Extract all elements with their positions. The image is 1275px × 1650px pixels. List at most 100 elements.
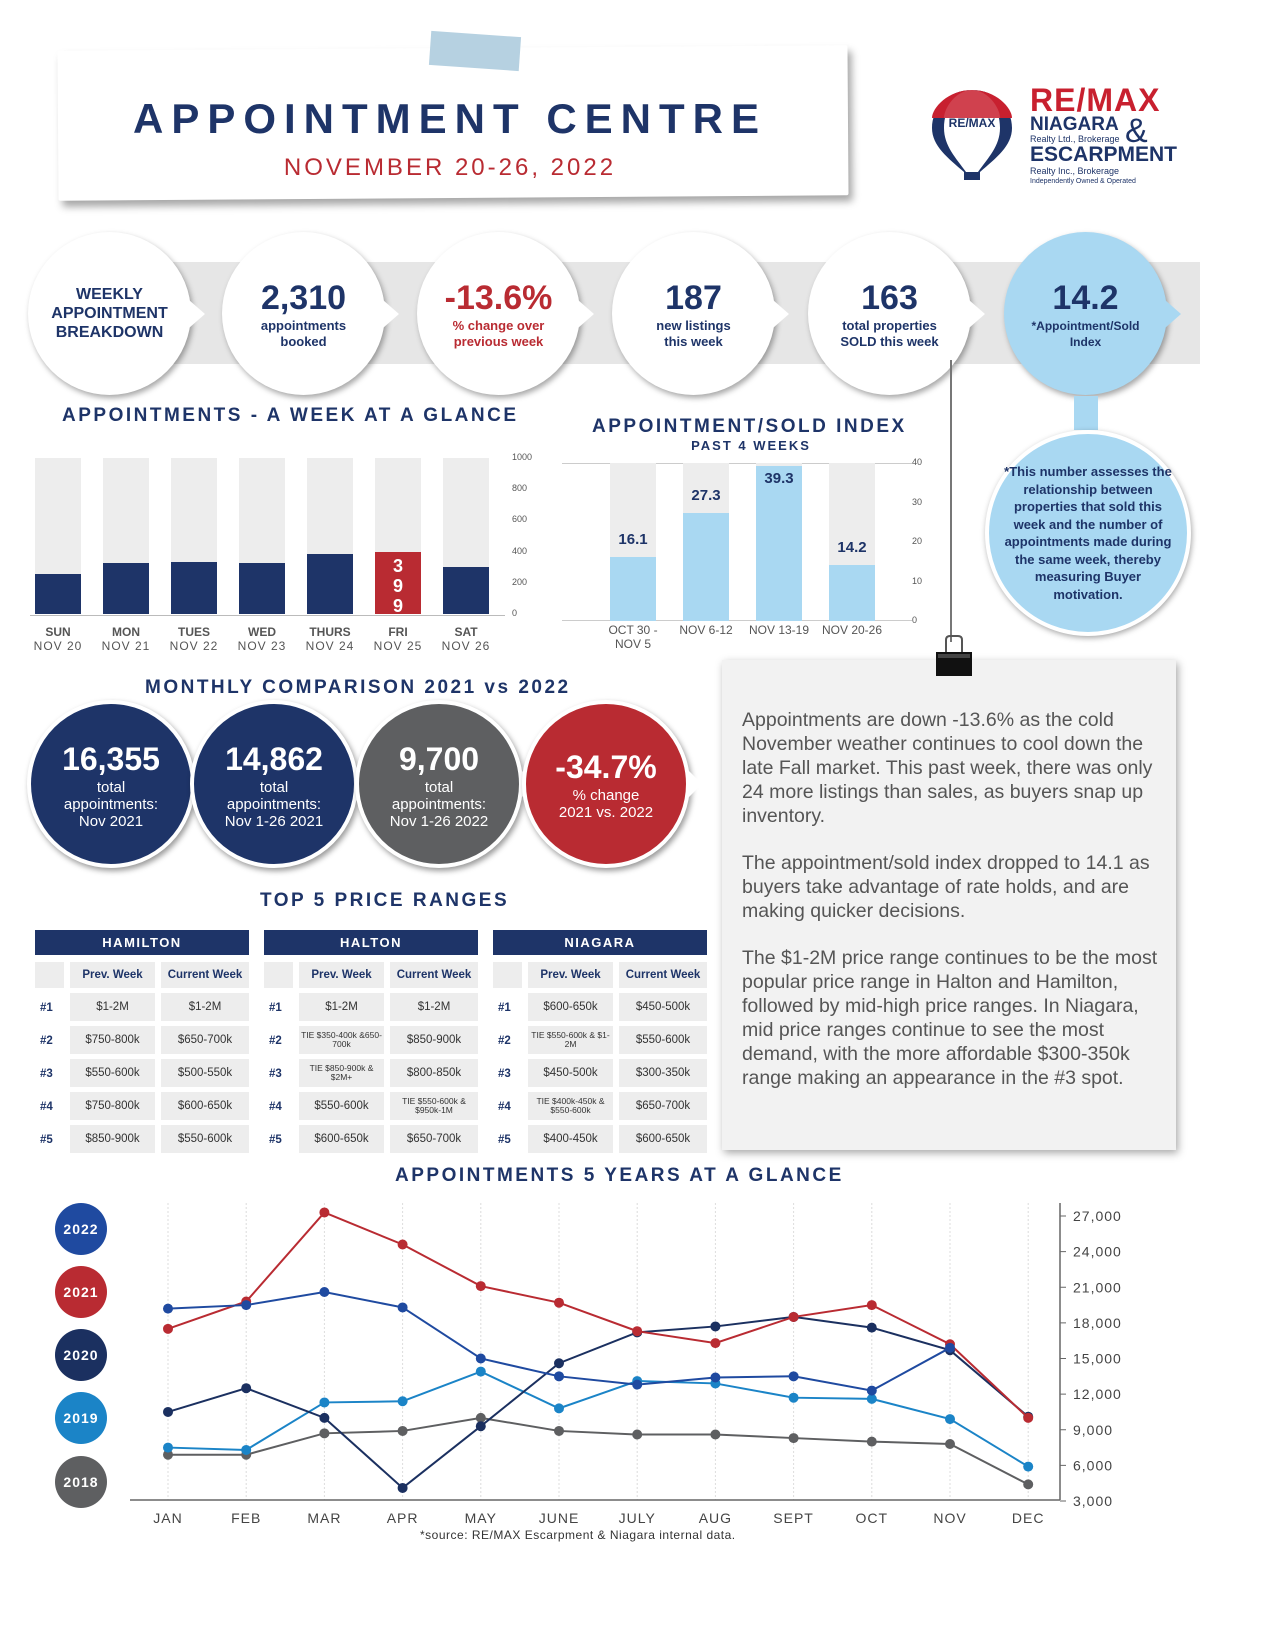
- stat-index-value: 14.2: [1052, 278, 1119, 317]
- series-point-2018: [163, 1449, 173, 1460]
- price-col-prev: Prev. Week: [528, 962, 613, 988]
- price-rank: #3: [498, 1068, 511, 1080]
- series-point-2018: [866, 1436, 877, 1447]
- week-y-tick: 0: [512, 608, 518, 618]
- commentary-paragraph-1: Appointments are down -13.6% as the cold…: [742, 709, 1153, 827]
- monthly-circle: 14,862 total appointments: Nov 1-26 2021: [190, 700, 370, 868]
- price-table-corner: [35, 962, 64, 988]
- price-current-cell: $450-500k: [619, 993, 707, 1021]
- series-point-2020: [319, 1412, 330, 1423]
- index-bar-value: 27.3: [691, 487, 721, 505]
- index-bar-track: [756, 463, 802, 621]
- pin-line: [950, 360, 952, 642]
- price-rank: #3: [40, 1068, 53, 1080]
- index-bar-value: 16.1: [618, 531, 648, 549]
- x-tick-label: APR: [387, 1510, 419, 1526]
- week-date-label: NOV 22: [169, 639, 219, 653]
- series-line-2021: [167, 1211, 1029, 1419]
- stat-listings: 187 new listings this week: [612, 232, 789, 395]
- price-prev-cell: TIE $550-600k & $1-2M: [528, 1026, 613, 1054]
- series-point-2022: [866, 1385, 877, 1396]
- index-bar-value: 39.3: [764, 469, 794, 487]
- series-point-2021: [319, 1207, 330, 1218]
- price-rank: #4: [498, 1101, 511, 1113]
- x-tick-label: DEC: [1012, 1510, 1045, 1526]
- price-rank: #2: [498, 1035, 511, 1047]
- week-date-label: NOV 20: [33, 639, 83, 653]
- page-subtitle: NOVEMBER 20-26, 2022: [283, 154, 617, 181]
- index-chart-subtitle: PAST 4 WEEKS: [691, 438, 811, 453]
- source-note: *source: RE/MAX Escarpment & Niagara int…: [420, 1528, 736, 1542]
- stat-index-label: *Appointment/Sold Index: [1031, 318, 1140, 349]
- monthly-label-2: 2021 vs. 2022: [558, 804, 654, 821]
- week-y-tick: 600: [512, 514, 528, 525]
- series-point-2021: [397, 1239, 408, 1250]
- index-y-tick: 30: [912, 496, 923, 507]
- monthly-label-3: Nov 1-26 2021: [224, 812, 324, 830]
- year-legend-item: 2020: [55, 1329, 107, 1381]
- week-bar: [239, 562, 285, 614]
- price-prev-cell: $550-600k: [299, 1092, 384, 1120]
- price-rank: #4: [269, 1101, 282, 1113]
- x-tick-label: JUNE: [539, 1510, 580, 1526]
- series-point-2021: [475, 1281, 486, 1292]
- week-chart-title: APPOINTMENTS - A WEEK AT A GLANCE: [62, 405, 519, 426]
- series-point-2019: [241, 1444, 252, 1455]
- series-point-2018: [710, 1429, 721, 1440]
- index-bar-track: [683, 463, 729, 621]
- week-day-label: FRI: [388, 625, 408, 639]
- series-point-2022: [710, 1372, 721, 1383]
- series-point-2020: [475, 1421, 486, 1432]
- series-point-2021: [710, 1338, 721, 1349]
- series-point-2020: [554, 1358, 564, 1369]
- week-date-label: NOV 21: [101, 639, 151, 653]
- y-tick-label: 24,000: [1073, 1244, 1122, 1260]
- series-point-2018: [319, 1428, 330, 1439]
- price-rank: #1: [40, 1002, 53, 1014]
- y-tick-label: 6,000: [1073, 1457, 1113, 1473]
- stat-change-value: -13.6%: [444, 278, 553, 317]
- week-bar: [35, 574, 81, 614]
- price-rank: #3: [269, 1068, 282, 1080]
- week-day-label: THURS: [309, 625, 351, 639]
- price-prev-cell: $750-800k: [70, 1092, 155, 1120]
- logo-ampersand: &: [1125, 112, 1148, 150]
- x-tick-label: MAR: [307, 1510, 341, 1526]
- year-legend-item: 2022: [55, 1203, 107, 1255]
- monthly-label-3: Nov 2021: [78, 812, 144, 830]
- price-current-cell: $600-650k: [619, 1125, 707, 1153]
- y-tick-label: 18,000: [1073, 1315, 1122, 1331]
- stat-index: 14.2 *Appointment/Sold Index: [1004, 232, 1181, 395]
- index-week-label: NOV 13-19: [748, 623, 810, 637]
- price-current-cell: $550-600k: [161, 1125, 249, 1153]
- series-point-2021: [554, 1297, 564, 1308]
- series-point-2020: [397, 1482, 408, 1493]
- index-week-label: OCT 30 -: [608, 623, 658, 637]
- balloon-logo-icon: RE/MAX: [932, 90, 1012, 180]
- monthly-label-1: total: [96, 778, 126, 796]
- price-prev-cell: $1-2M: [299, 993, 384, 1021]
- price-prev-cell: TIE $400k-450k & $550-600k: [528, 1092, 613, 1120]
- stat-weekly-label: WEEKLY APPOINTMENT BREAKDOWN: [28, 232, 205, 395]
- series-point-2018: [945, 1439, 955, 1449]
- series-line-2018: [168, 1416, 1029, 1486]
- stat-change-label: % change over previous week: [452, 317, 545, 349]
- week-bar-track: 3 9 9: [375, 458, 421, 616]
- price-current-cell: $550-600k: [619, 1026, 707, 1054]
- index-bar: [829, 564, 875, 621]
- series-line-2019: [167, 1370, 1029, 1468]
- x-tick-label: JULY: [619, 1510, 656, 1526]
- stat-sold-label: total properties SOLD this week: [840, 317, 939, 349]
- series-point-2021: [866, 1300, 877, 1311]
- week-bar: [307, 554, 353, 614]
- price-col-prev: Prev. Week: [299, 962, 384, 988]
- price-table-corner: [493, 962, 522, 988]
- price-prev-cell: $750-800k: [70, 1026, 155, 1054]
- week-bar: [103, 562, 149, 614]
- monthly-value: 9,700: [398, 740, 480, 777]
- y-tick-label: 21,000: [1073, 1279, 1122, 1295]
- price-prev-cell: $400-450k: [528, 1125, 613, 1153]
- five-year-chart: 27,000 24,000 21,000 18,000 15,000 12,000 9,00…: [130, 1203, 1122, 1526]
- monthly-label-2: appointments:: [63, 795, 159, 813]
- index-y-tick: 20: [912, 536, 923, 546]
